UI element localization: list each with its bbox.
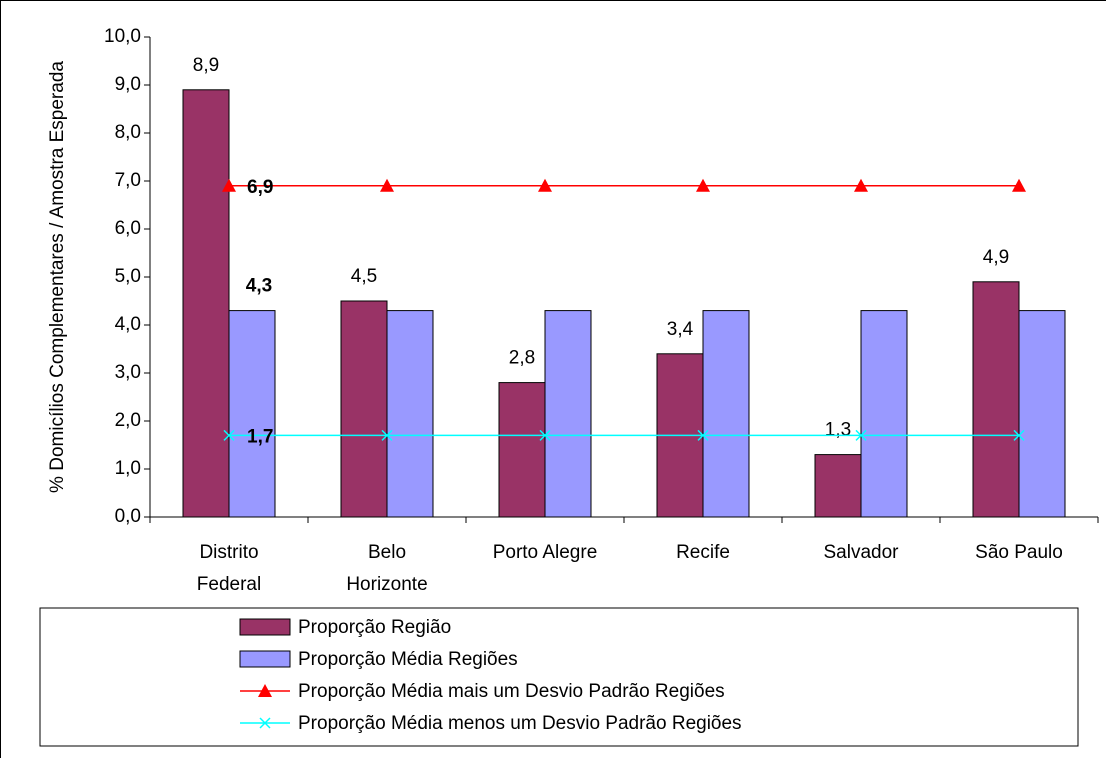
bar bbox=[544, 310, 592, 518]
y-tick-label: 4,0 bbox=[115, 314, 141, 335]
y-tick-label: 7,0 bbox=[115, 170, 141, 191]
marker bbox=[697, 429, 709, 441]
y-tick-label: 2,0 bbox=[115, 410, 141, 431]
bar bbox=[1018, 310, 1066, 518]
marker bbox=[1013, 429, 1025, 441]
legend-label: Proporção Região bbox=[298, 617, 451, 638]
bar bbox=[860, 310, 908, 518]
y-tick-label: 9,0 bbox=[115, 74, 141, 95]
x-tick-label: Recife bbox=[676, 542, 730, 563]
bar bbox=[386, 310, 434, 518]
legend-label: Proporção Média mais um Desvio Padrão Re… bbox=[298, 681, 725, 702]
value-label: 2,8 bbox=[509, 348, 535, 369]
marker bbox=[855, 429, 867, 441]
value-label: 3,4 bbox=[667, 319, 694, 340]
y-tick-label: 8,0 bbox=[115, 122, 141, 143]
value-label: 8,9 bbox=[193, 55, 219, 76]
y-tick-label: 1,0 bbox=[115, 458, 141, 479]
legend-swatch bbox=[239, 650, 291, 668]
marker bbox=[854, 178, 868, 192]
marker bbox=[1012, 178, 1026, 192]
y-axis-label: % Domicílios Complementares / Amostra Es… bbox=[47, 61, 68, 493]
x-tick-label: Distrito Federal bbox=[196, 542, 262, 595]
x-tick-label: Porto Alegre bbox=[492, 542, 598, 563]
value-label: 4,5 bbox=[351, 266, 377, 287]
value-label: 1,7 bbox=[247, 426, 273, 447]
marker bbox=[223, 429, 235, 441]
marker bbox=[538, 178, 552, 192]
bar bbox=[814, 454, 862, 518]
legend-label: Proporção Média menos um Desvio Padrão R… bbox=[298, 713, 742, 734]
bar bbox=[182, 89, 230, 518]
bar bbox=[702, 310, 750, 518]
y-tick-label: 10,0 bbox=[104, 26, 141, 47]
marker bbox=[380, 178, 394, 192]
x-tick-label: Belo Horizonte bbox=[346, 542, 428, 595]
legend-marker bbox=[258, 684, 272, 697]
value-label: 4,3 bbox=[246, 276, 272, 297]
legend-box bbox=[39, 607, 1079, 747]
value-label: 6,9 bbox=[247, 177, 273, 198]
bar bbox=[228, 310, 276, 518]
bar bbox=[972, 281, 1020, 518]
value-label: 1,3 bbox=[825, 420, 851, 441]
legend-swatch bbox=[239, 618, 291, 636]
y-tick-label: 6,0 bbox=[115, 218, 141, 239]
y-tick-label: 0,0 bbox=[115, 506, 141, 527]
bar bbox=[340, 300, 388, 518]
y-tick-label: 3,0 bbox=[115, 362, 141, 383]
value-label: 4,9 bbox=[983, 247, 1009, 268]
legend-marker bbox=[259, 717, 271, 729]
x-tick-label: São Paulo bbox=[975, 542, 1063, 563]
x-tick-label: Salvador bbox=[823, 542, 899, 563]
marker bbox=[222, 178, 236, 192]
marker bbox=[539, 429, 551, 441]
legend-label: Proporção Média Regiões bbox=[298, 649, 518, 670]
marker bbox=[696, 178, 710, 192]
y-tick-label: 5,0 bbox=[115, 266, 141, 287]
marker bbox=[381, 429, 393, 441]
bar bbox=[498, 382, 546, 518]
